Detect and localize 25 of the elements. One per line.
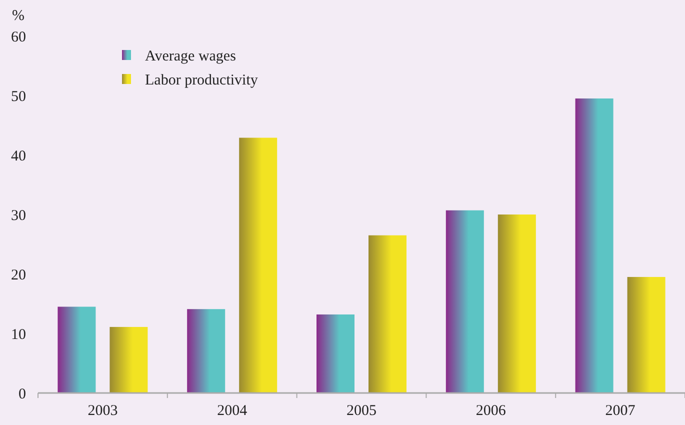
bar xyxy=(627,276,666,393)
bar xyxy=(446,210,484,393)
y-tick-label: 60 xyxy=(11,29,26,46)
x-tick-label: 2007 xyxy=(605,403,636,419)
legend-label: Labor productivity xyxy=(145,72,258,88)
bar xyxy=(498,214,536,393)
x-tick-label: 2004 xyxy=(217,403,248,419)
bar xyxy=(239,138,278,393)
bar xyxy=(368,235,406,393)
y-tick-label: 50 xyxy=(11,88,26,105)
y-axis-title: % xyxy=(12,8,24,24)
y-tick-label: 40 xyxy=(11,148,26,164)
bar xyxy=(58,306,96,393)
x-tick-label: 2003 xyxy=(88,403,118,419)
bar xyxy=(110,326,148,393)
bar xyxy=(316,314,354,393)
y-tick-label: 0 xyxy=(18,386,26,402)
x-tick-label: 2006 xyxy=(476,403,506,419)
bar xyxy=(575,98,614,393)
bar xyxy=(187,309,226,393)
x-tick-label: 2005 xyxy=(346,403,376,419)
y-tick-label: 10 xyxy=(11,326,26,343)
y-tick-label: 20 xyxy=(11,267,26,284)
y-tick-label: 30 xyxy=(11,208,26,224)
legend-label: Average wages xyxy=(145,48,236,64)
